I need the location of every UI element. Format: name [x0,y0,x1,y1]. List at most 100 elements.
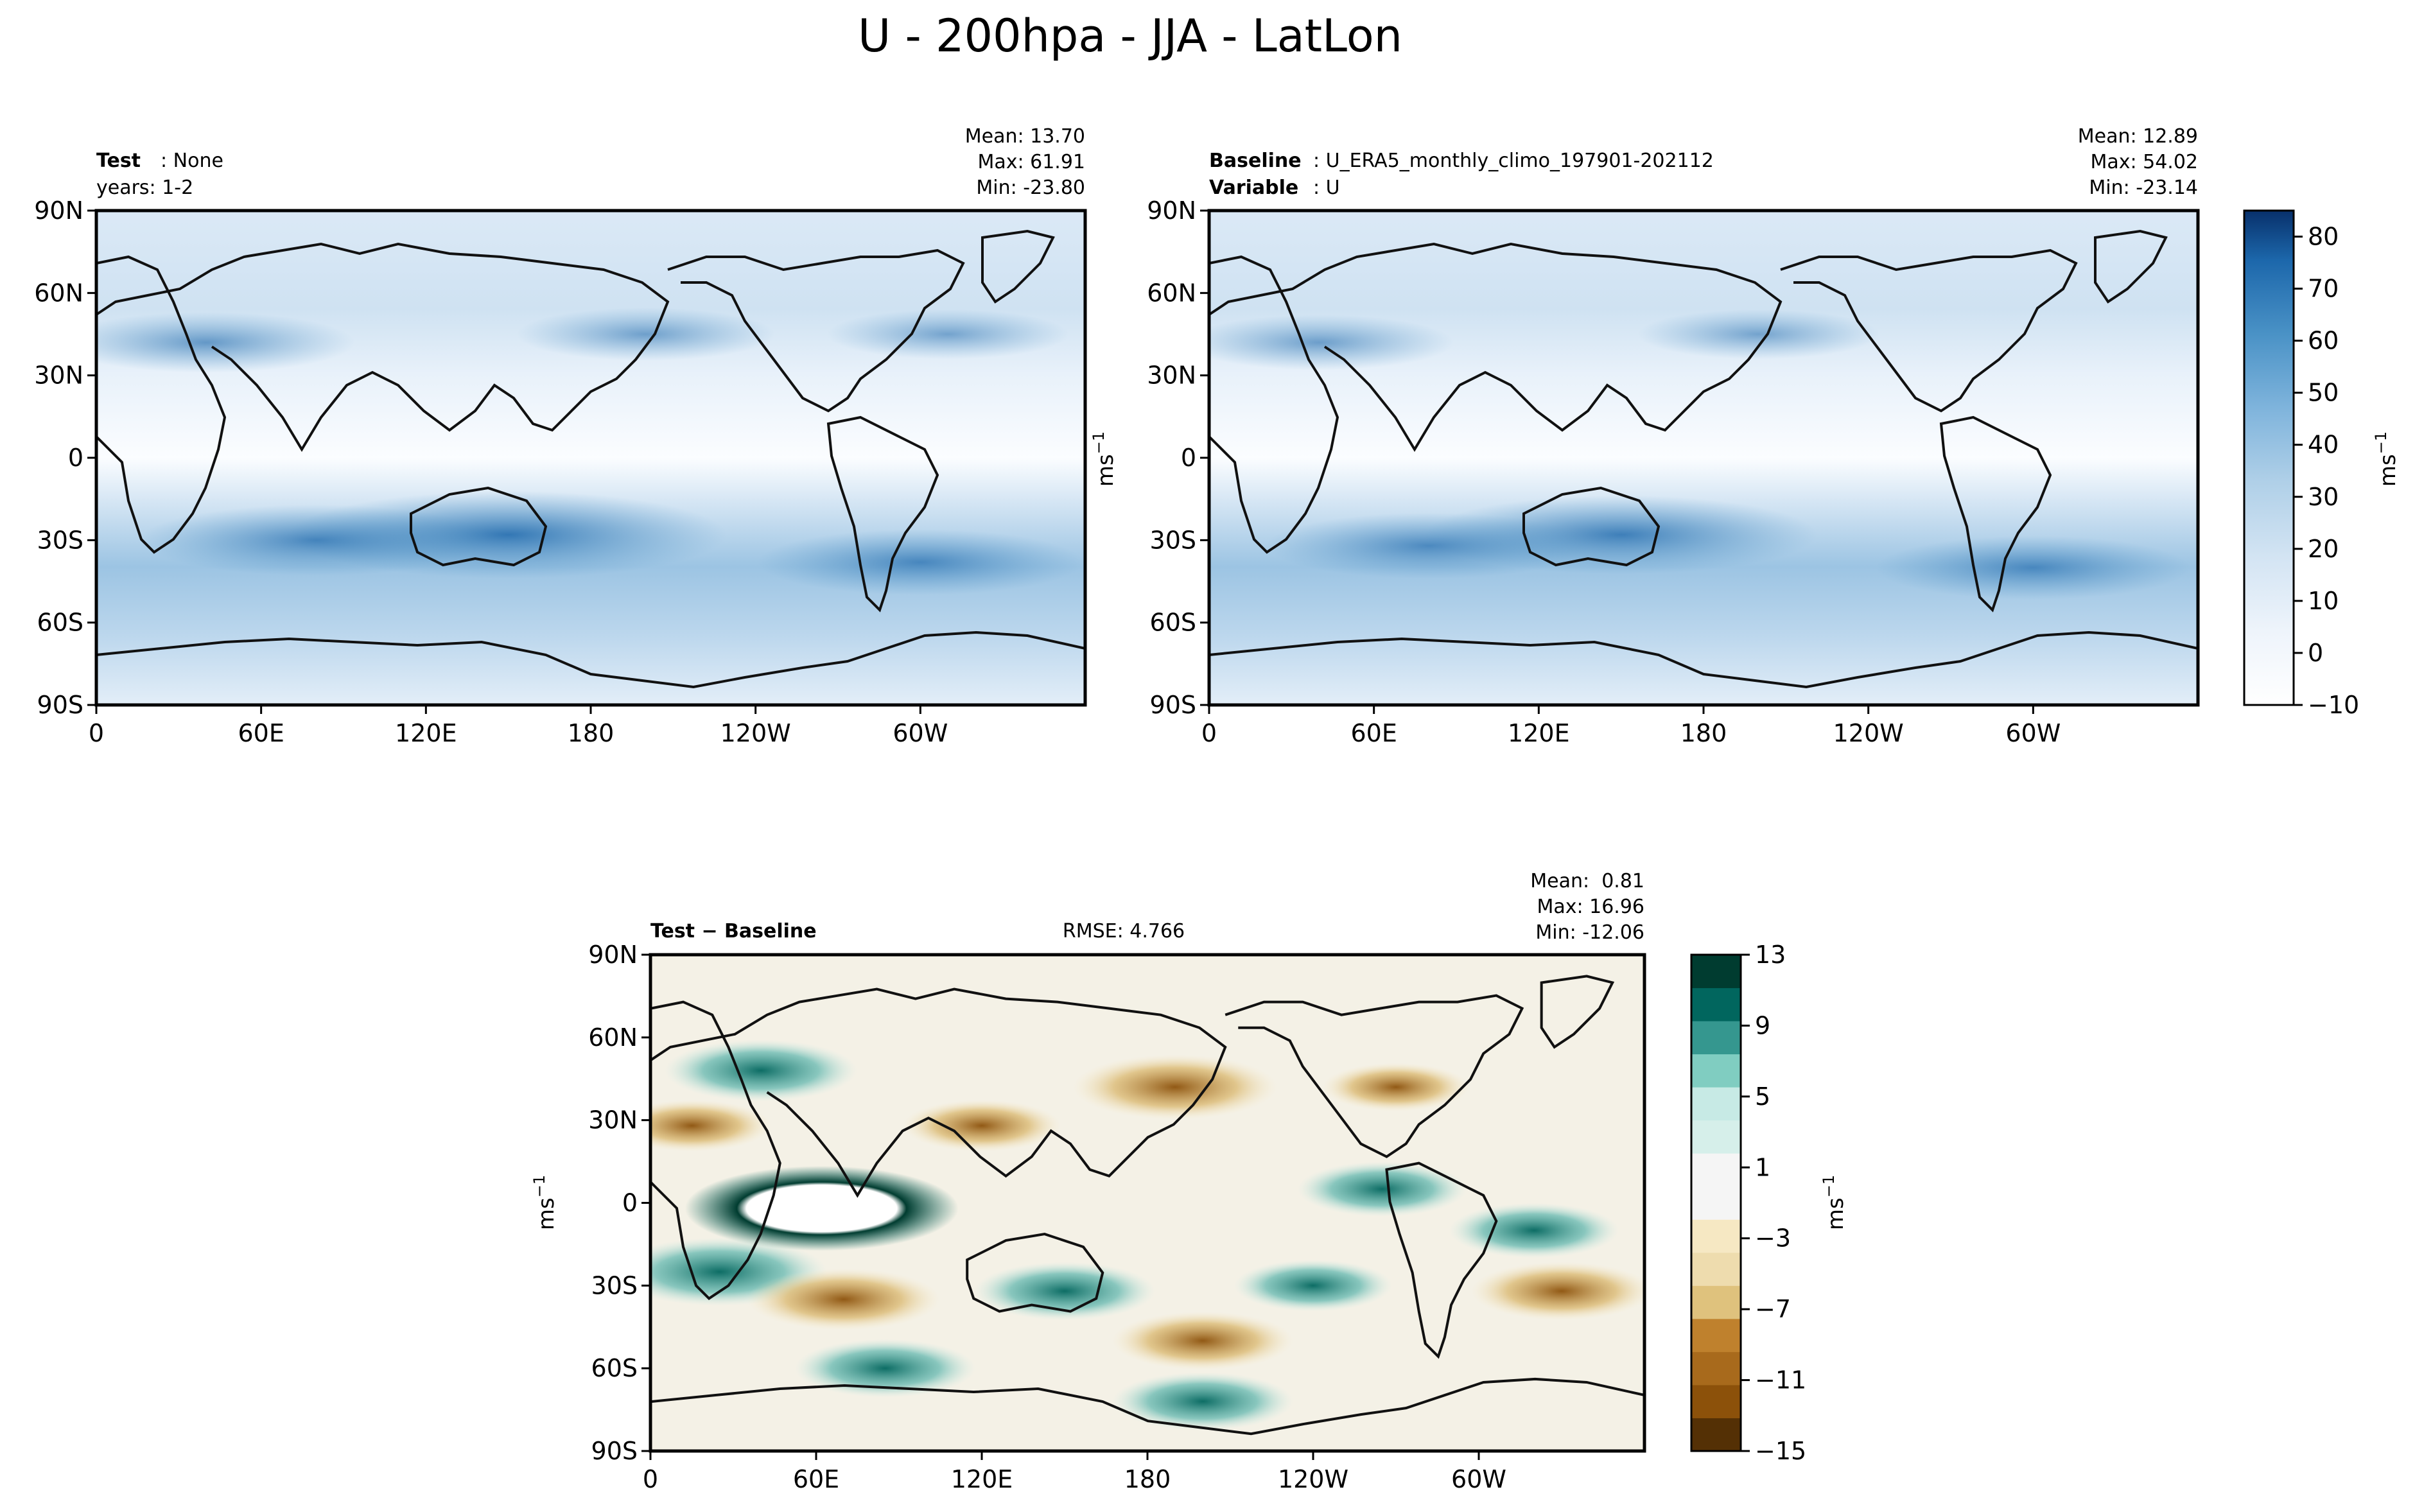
colorbar-segment [1691,1285,1741,1319]
diff-max: Max: 16.96 [1537,896,1644,918]
negative-anomaly [1471,1262,1644,1321]
colorbar-segment [1691,1351,1741,1386]
x-tick-label: 120W [1833,719,1904,747]
colorbar-tick-label: 70 [2308,275,2339,303]
coastlines [96,229,1085,689]
colorbar-tick-label: 9 [1755,1011,1770,1039]
baseline-label-bold: Baseline [1209,150,1302,172]
panel-baseline: Baseline : U_ERA5_monthly_climo_197901-2… [1090,125,2200,747]
diff-min: Min: -12.06 [1535,921,1644,944]
rmse-label: RMSE: 4.766 [1063,920,1185,943]
colorbar-segment [1691,1153,1741,1187]
axes: 0 60E 120E 180 120W 60W 90N 60N 30N 0 30S 60S 90S [588,941,1506,1493]
y-tick-label: 90N [34,196,83,225]
positive-anomaly [1449,1203,1619,1258]
test-mean: Mean: 13.70 [965,125,1085,148]
coastline-africa [650,1000,781,1301]
y-tick-label: 30S [1150,526,1196,554]
negative-anomaly [1323,1063,1469,1111]
colorbar-segment [1691,1219,1741,1253]
y-tick-label: 90S [1150,691,1196,719]
colorbar-tick-label: 13 [1755,941,1786,969]
coastline-australia [410,486,548,567]
baseline-mean: Mean: 12.89 [2078,125,2198,148]
y-tick-label: 30N [1147,361,1196,390]
colorbar-segment [1691,1021,1741,1055]
x-tick-label: 0 [89,719,104,747]
colorbar-brbg: 13 9 5 1 −3 −7 −11 −15 ms−1 [1690,941,1849,1465]
y-tick-label: 30N [34,361,83,390]
negative-anomaly [747,1268,940,1330]
x-tick-label: 0 [643,1465,658,1493]
diff-mean: Mean: 0.81 [1530,870,1644,892]
colorbar-tick-label: −11 [1755,1366,1806,1395]
jet-core [139,504,493,576]
coastline-south-america [1939,415,2052,613]
coastlines [650,975,1644,1436]
jet-core [1266,512,1592,579]
colorbar-ticks: 80 70 60 50 40 30 20 10 0 −10 [2294,223,2359,719]
x-tick-label: 60W [893,719,948,747]
x-tick-label: 60E [793,1465,839,1493]
jet-core [1637,309,1879,360]
axes: 0 60E 120E 180 120W 60W 90N 60N 30N 0 30S 60S 90S [1147,196,2061,747]
x-tick-label: 180 [568,719,615,747]
jet-core [1876,535,2190,600]
colorbar-tick-label: 10 [2308,587,2339,615]
colorbar-tick-label: 0 [2308,639,2323,667]
y-tick-label: 0 [1181,444,1196,472]
colorbar-segment [1691,1384,1741,1418]
coastline-australia [1522,486,1661,567]
y-tick-label: 60N [34,279,83,307]
figure-title: U - 200hpa - JJA - LatLon [858,10,1402,62]
x-tick-label: 60E [1350,719,1397,747]
colorbar-segment [1691,1087,1741,1121]
coastline-south-america [1385,1161,1498,1359]
positive-anomaly [974,1262,1155,1321]
anomaly-layer [650,1039,1644,1431]
x-tick-label: 120E [951,1465,1013,1493]
coastline-north-america [667,248,965,413]
colorbar-blues: 80 70 60 50 40 30 20 10 0 −10 ms−1 [2243,209,2401,719]
coastline-north-america [1780,248,2078,413]
y-tick-label: 90S [591,1437,638,1465]
panel-test: Test : None years: 1-2 Mean: 13.70 Max: … [34,125,1087,747]
positive-anomaly [684,1165,959,1251]
colorbar-segment [1691,955,1741,989]
map-background [96,211,1085,705]
colorbar-ticks: 13 9 5 1 −3 −7 −11 −15 [1741,941,1806,1465]
coastline-eurasia [650,987,1227,1198]
colorbar-units: ms−1 [1820,1175,1849,1230]
variable-label-text: : U [1313,177,1340,199]
baseline-label-text: : U_ERA5_monthly_climo_197901-202112 [1313,150,1714,172]
negative-anomaly [903,1100,1061,1152]
coastline-africa [96,255,227,554]
colorbar-tick-label: −10 [2308,691,2359,719]
y-tick-label: 90N [1147,196,1196,225]
map-background [1209,211,2198,705]
x-tick-label: 60W [1451,1465,1506,1493]
coastline-eurasia [1209,242,1783,452]
colorbar-tick-label: 20 [2308,535,2339,563]
colorbar-tick-label: 50 [2308,379,2339,407]
coastline-antarctica [1209,630,2198,689]
test-label-bold: Test [96,150,141,172]
colorbar-tick-label: 30 [2308,483,2339,511]
colorbar-tick-label: −15 [1755,1437,1806,1465]
jet-core [826,309,1069,360]
positive-anomaly [1112,1372,1293,1431]
colorbar-segment [1691,1120,1741,1154]
y-tick-label: 30S [591,1271,638,1299]
test-label-text: : None [161,150,223,172]
coastline-australia [966,1232,1104,1313]
panel-difference: Test − Baseline RMSE: 4.766 Mean: 0.81 M… [530,870,1646,1493]
colorbar-segment [1691,1252,1741,1286]
coastline-greenland [2094,229,2168,304]
jet-layer [1209,309,2190,600]
x-tick-label: 180 [1124,1465,1171,1493]
y-tick-label: 60S [1150,609,1196,637]
y-tick-label: 60N [1147,279,1196,307]
test-years: years: 1-2 [96,177,193,199]
baseline-min: Min: -23.14 [2089,177,2198,199]
